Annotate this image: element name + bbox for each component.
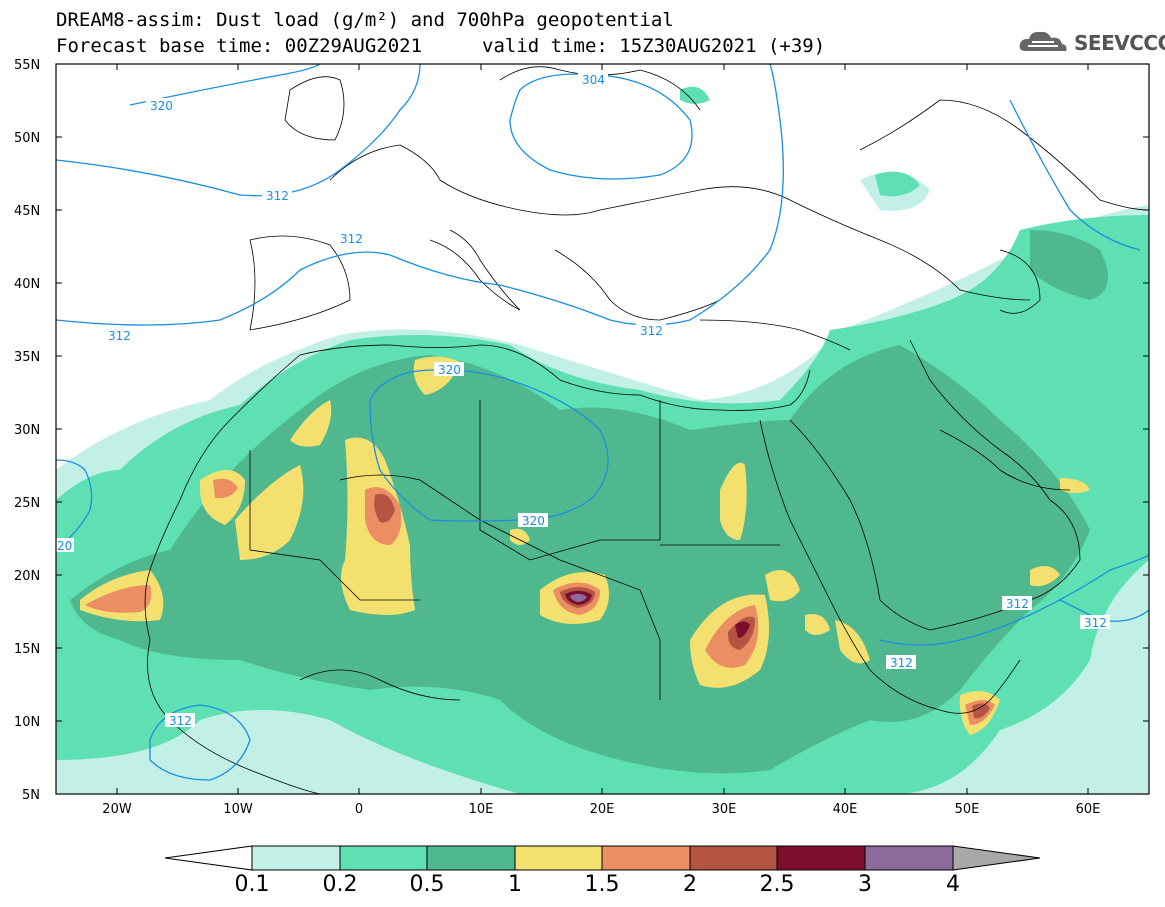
contour-label: 320 [438,363,461,377]
map-title: DREAM8-assim: Dust load (g/m²) and 700hP… [56,9,674,31]
dust-level-2 [374,494,395,523]
contour-label: 312 [640,324,663,338]
lat-tick: 35N [14,350,40,365]
contour-label: 304 [582,73,605,87]
dust-level-0.5 [1030,230,1108,300]
colorbar-swatch [426,845,516,871]
colorbar-label: 2 [683,872,697,897]
colorbar-label: 4 [946,872,960,897]
colorbar-label: 2.5 [759,872,795,897]
colorbar-swatch [251,845,341,871]
contour-labels: 320 304 312 312 312 312 320 320 20 312 3… [56,72,1110,728]
dust-level-3 [570,593,587,602]
colorbar-label: 0.2 [322,872,358,897]
lat-tick: 45N [14,204,40,219]
colorbar-swatch [776,845,866,871]
dust-level-1 [765,570,800,602]
colorbar-label: 3 [858,872,872,897]
colorbar-lower-triangle [164,845,253,871]
lon-tick: 50E [955,802,980,817]
colorbar-label: 1.5 [584,872,620,897]
lat-tick: 15N [14,642,40,657]
dust-level-1 [720,462,747,540]
dust-level-1 [1060,478,1090,493]
lon-tick: 0 [355,802,363,817]
colorbar-swatch [339,845,428,871]
seevccc-logo: SEEVCCC [1018,27,1165,57]
dust-level-1 [290,400,332,447]
contour-label: 312 [340,232,363,246]
valid-time: valid time: 15Z30AUG2021 (+39) [482,35,826,57]
lat-tick: 10N [14,715,40,730]
lon-tick: 30E [712,802,737,817]
colorbar-swatch [864,845,954,871]
lat-tick: 40N [14,277,40,292]
colorbar [164,845,1041,871]
dust-level-0.5 [70,345,1090,774]
contour-label: 312 [1006,597,1029,611]
lon-axis: 20W 10W 0 10E 20E 30E 40E 50E 60E [102,64,1100,817]
contour-label: 312 [266,189,289,203]
colorbar-swatch [514,845,603,871]
contour-label: 320 [150,99,173,113]
forecast-base-time: Forecast base time: 00Z29AUG2021 [56,35,423,57]
lat-tick: 25N [14,496,40,511]
cloud-icon [1019,31,1067,51]
lon-tick: 10W [223,802,253,817]
dust-level-1 [235,465,304,560]
lon-tick: 20W [102,802,132,817]
contour-label: 312 [1084,616,1107,630]
dust-level-1.5 [213,478,238,499]
dust-level-2.5 [735,621,750,638]
contour-label: 312 [169,714,192,728]
dust-field [56,86,1149,794]
lat-tick: 5N [22,788,40,803]
dust-level-0.2 [875,171,920,197]
lon-tick: 20E [590,802,615,817]
contour-label: 20 [57,539,72,553]
dust-level-2 [972,703,990,719]
colorbar-upper-triangle [952,845,1041,871]
lat-tick: 30N [14,423,40,438]
lat-axis: 55N 50N 45N 40N 35N 30N 25N 20N 15N 10N … [14,58,1149,803]
colorbar-label: 0.5 [409,872,445,897]
contour-label: 312 [108,329,131,343]
colorbar-swatch [601,845,691,871]
dust-level-1 [510,528,530,545]
lon-tick: 10E [469,802,494,817]
dust-level-1.5 [85,585,152,613]
lon-tick: 40E [833,802,858,817]
lat-tick: 50N [14,131,40,146]
dust-level-0.2 [680,86,710,104]
dust-level-1 [1030,566,1060,587]
contour-label: 320 [522,514,545,528]
dust-level-1 [805,614,830,635]
lat-tick: 55N [14,58,40,73]
logo-text: SEEVCCC [1074,31,1165,55]
colorbar-label: 0.1 [234,872,270,897]
coastlines [144,66,1149,794]
contour-label: 312 [890,656,913,670]
colorbar-label: 1 [508,872,522,897]
lat-tick: 20N [14,569,40,584]
colorbar-swatch [689,845,778,871]
lon-tick: 60E [1076,802,1101,817]
